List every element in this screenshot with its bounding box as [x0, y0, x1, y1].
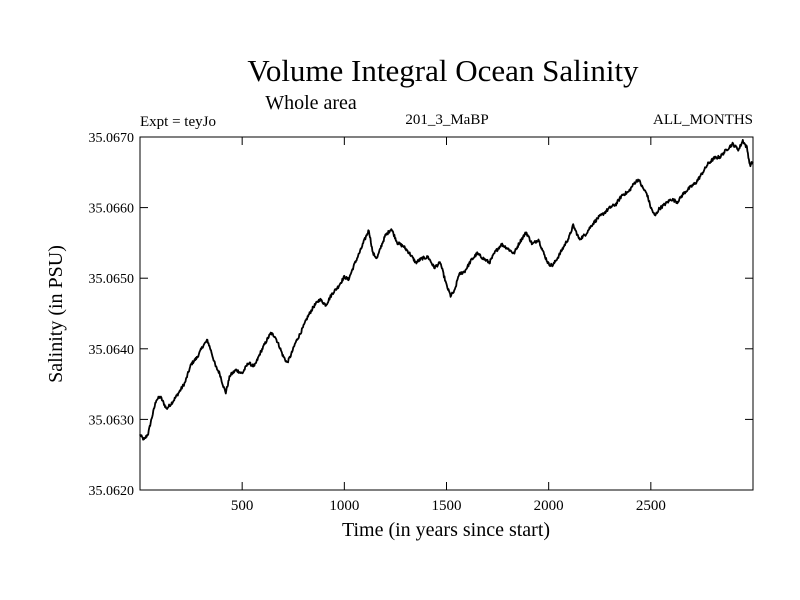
y-axis-label: Salinity (in PSU): [45, 245, 67, 383]
y-tick-label: 35.0650: [89, 272, 135, 287]
months-label: ALL_MONTHS: [653, 112, 753, 128]
y-tick-label: 35.0670: [89, 131, 135, 146]
salinity-series-line: [139, 139, 754, 441]
x-tick-label: 1500: [432, 498, 462, 514]
x-tick-label: 2500: [636, 498, 666, 514]
y-tick-label: 35.0620: [89, 484, 135, 499]
experiment-label: Expt = teyJo: [140, 114, 216, 130]
plot-frame: [139, 136, 754, 491]
x-axis-ticks: 500 1000 1500 2000 2500: [231, 137, 666, 514]
chart-title: Volume Integral Ocean Salinity: [247, 53, 639, 88]
x-tick-label: 1000: [329, 498, 359, 514]
y-tick-label: 35.0630: [89, 413, 135, 428]
y-axis-ticks: 35.0620 35.0630 35.0640 35.0650 35.0660 35.06…: [89, 131, 753, 499]
x-tick-label: 2000: [534, 498, 564, 514]
x-axis-label: Time (in years since start): [342, 519, 550, 541]
run-label: 201_3_MaBP: [405, 112, 488, 128]
chart-subtitle: Whole area: [265, 92, 357, 114]
x-tick-label: 500: [231, 498, 254, 514]
y-tick-label: 35.0640: [89, 343, 135, 358]
y-tick-label: 35.0660: [89, 202, 135, 217]
